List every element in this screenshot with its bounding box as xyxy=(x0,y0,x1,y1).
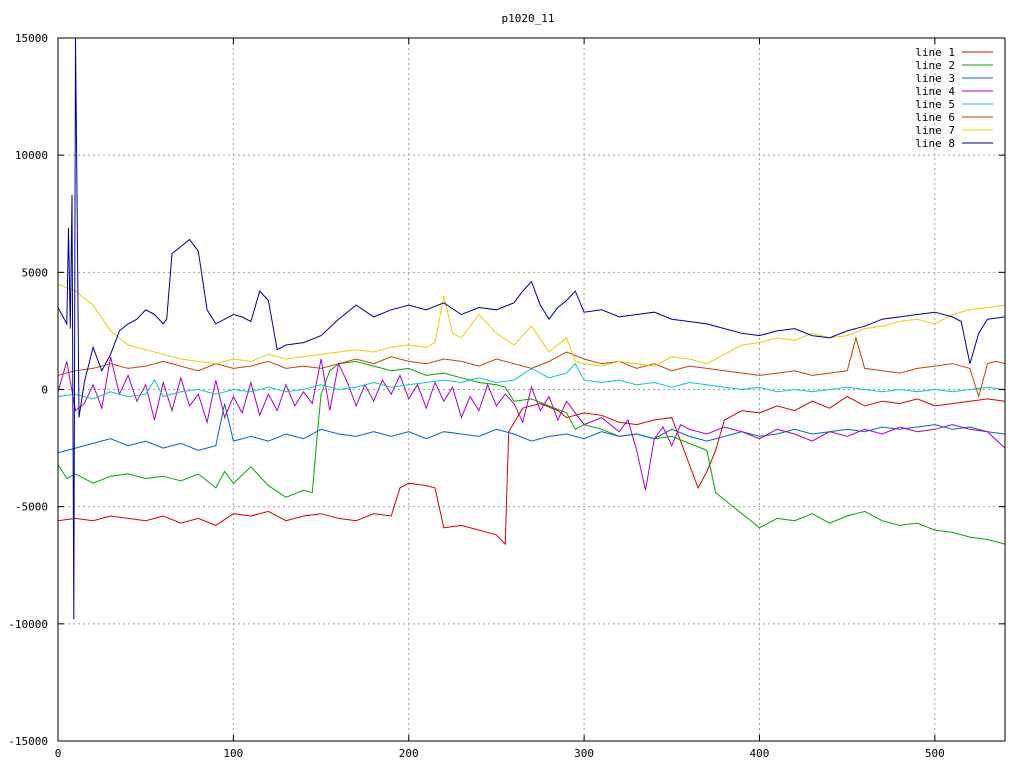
y-tick-label: 5000 xyxy=(22,266,49,279)
x-tick-label: 100 xyxy=(223,747,243,760)
series-line-1 xyxy=(58,395,1005,546)
tick-layer: 0 100 200 300 400 500 -15000 -10000 -5000 0 5000 10… xyxy=(8,32,1005,760)
legend-label-1: line 1 xyxy=(915,46,955,59)
legend-label-2: line 2 xyxy=(915,59,955,72)
y-tick-label: 15000 xyxy=(15,32,48,45)
legend-label-3: line 3 xyxy=(915,72,955,85)
series-line-2 xyxy=(58,360,1005,545)
legend-label-7: line 7 xyxy=(915,124,955,137)
y-tick-label: -5000 xyxy=(15,501,48,514)
legend-label-8: line 8 xyxy=(915,137,955,150)
series-line-8 xyxy=(58,38,1005,620)
chart-title: p1020_11 xyxy=(502,12,555,25)
legend-label-5: line 5 xyxy=(915,98,955,111)
series-line-3 xyxy=(58,403,1005,454)
series-layer xyxy=(58,38,1005,620)
x-tick-label: 400 xyxy=(750,747,770,760)
series-line-4 xyxy=(58,356,1005,491)
series-line-5 xyxy=(58,362,1005,400)
y-tick-label: -10000 xyxy=(8,618,48,631)
x-tick-label: 300 xyxy=(574,747,594,760)
x-tick-label: 200 xyxy=(399,747,419,760)
legend-label-4: line 4 xyxy=(915,85,955,98)
x-tick-label: 0 xyxy=(55,747,62,760)
x-tick-label: 500 xyxy=(925,747,945,760)
y-tick-label: -15000 xyxy=(8,735,48,748)
legend-label-6: line 6 xyxy=(915,111,955,124)
series-line-7 xyxy=(58,283,1005,367)
y-tick-label: 10000 xyxy=(15,149,48,162)
y-tick-label: 0 xyxy=(41,384,48,397)
series-line-6 xyxy=(58,336,1005,399)
